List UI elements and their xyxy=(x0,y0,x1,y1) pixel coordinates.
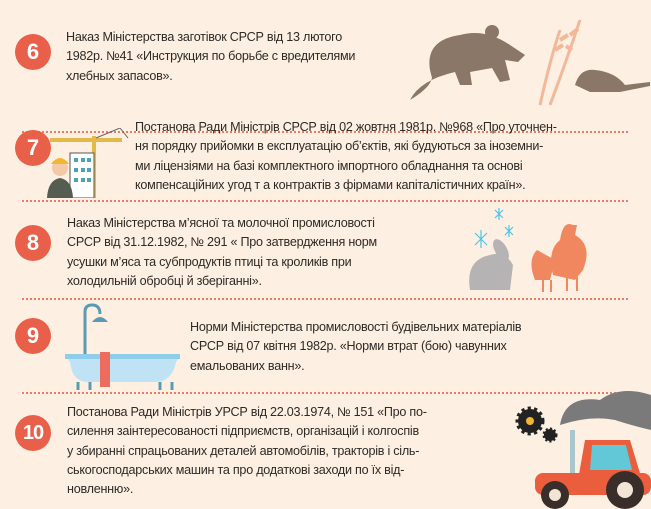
item-number-badge: 9 xyxy=(15,318,51,354)
item-text: Норми Міністерства промисловості будівел… xyxy=(190,318,522,376)
text-line: Постанова Ради Міністрів СРСР від 02 жов… xyxy=(135,120,557,134)
dotted-divider xyxy=(22,131,628,133)
item-text: Постанова Ради Міністрів УРСР від 22.03.… xyxy=(67,403,427,499)
text-line: Наказ Міністерства м’ясної та молочної п… xyxy=(67,216,375,230)
text-line: компенсаційних угод т а контрактів з фір… xyxy=(135,177,526,192)
text-line: Норми Міністерства промисловості будівел… xyxy=(190,320,522,334)
text-line: СРСР від 31.12.1982, № 291 « Про затверд… xyxy=(67,235,377,250)
text-line: ми ліцензіями на базі комплектного імпор… xyxy=(135,158,523,173)
item-text: Наказ Міністерства м’ясної та молочної п… xyxy=(67,214,377,291)
text-line: новленню». xyxy=(67,482,134,497)
tractor-icon xyxy=(535,391,651,509)
text-line: ськогосподарських машин та про додаткові… xyxy=(67,462,405,477)
text-line: СРСР від 07 квітня 1982р. «Норми втрат (… xyxy=(190,339,507,354)
dotted-divider xyxy=(22,298,628,300)
gears-icon xyxy=(515,406,558,443)
dotted-divider xyxy=(22,200,628,202)
text-line: усушки м’яса та субпродуктів птиці та кр… xyxy=(67,254,352,269)
item-number-badge: 10 xyxy=(15,415,51,451)
item-number-badge: 6 xyxy=(15,34,51,70)
text-line: Постанова Ради Міністрів УРСР від 22.03.… xyxy=(67,405,427,419)
text-line: хлебных запасов». xyxy=(66,68,173,83)
text-line: силення заінтересованості підприємств, о… xyxy=(67,424,419,439)
item-number-badge: 8 xyxy=(15,225,51,261)
item-text: Постанова Ради Міністрів СРСР від 02 жов… xyxy=(135,118,557,195)
text-line: холодильній обробці й зберіганні». xyxy=(67,273,262,288)
text-line: у збиранні спрацьованих деталей автомобі… xyxy=(67,443,420,458)
rabbit-chickens-snowflakes-icon xyxy=(469,208,587,292)
dotted-divider xyxy=(22,392,628,394)
item-text: Наказ Міністерства заготівок СРСР від 13… xyxy=(66,28,355,86)
construction-worker-crane-icon xyxy=(47,128,129,198)
bathtub-shower-icon xyxy=(65,303,180,390)
rat-and-wheat-icon xyxy=(410,19,650,106)
text-line: 1982р. №41 «Инструкция по борьбе с вреди… xyxy=(66,49,356,64)
text-line: емальованих ванн». xyxy=(190,358,305,373)
text-line: ня порядку прийомки в експлуатацію об’єк… xyxy=(135,139,544,154)
text-line: Наказ Міністерства заготівок СРСР від 13… xyxy=(66,30,342,44)
item-number-badge: 7 xyxy=(15,130,51,166)
